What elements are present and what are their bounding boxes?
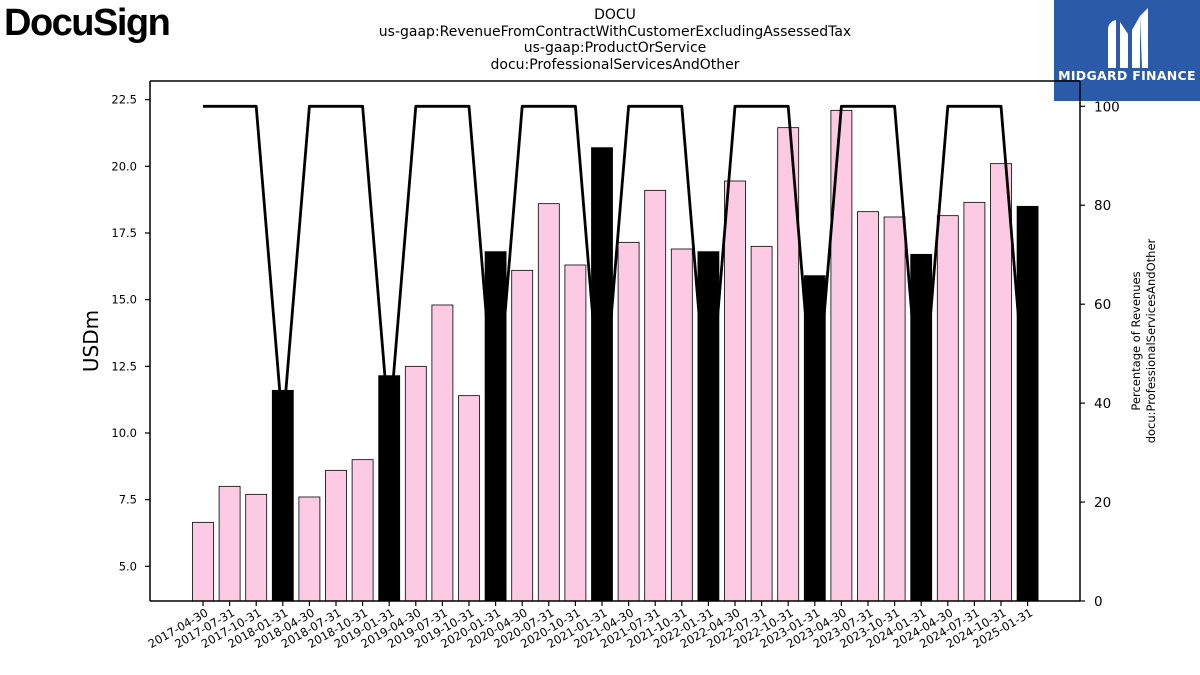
y2-tick-label: 0 xyxy=(1094,594,1103,610)
badge-text: MIDGARD FINANCE xyxy=(1058,68,1196,83)
chart-title-line: DOCU xyxy=(594,7,636,23)
bar xyxy=(537,203,560,602)
bar xyxy=(351,459,374,602)
bar xyxy=(245,493,268,602)
bar xyxy=(298,496,321,602)
chart-title-line: docu:ProfessionalServicesAndOther xyxy=(490,56,740,73)
y-axis-left: 5.0 7.5 10.0 12.5 15.0 17.5 20.0 22.5 xyxy=(111,93,150,573)
y2-axis-label: docu:ProfessionalServicesAndOther xyxy=(1144,238,1158,443)
y-tick-label: 5.0 xyxy=(119,559,137,573)
y2-tick-label: 80 xyxy=(1094,198,1111,214)
y2-tick-label: 60 xyxy=(1094,297,1111,313)
y-tick-label: 15.0 xyxy=(111,293,137,307)
y2-axis-label: Percentage of Revenues xyxy=(1129,271,1143,410)
bar xyxy=(591,147,613,602)
docusign-logo: DocuSign xyxy=(4,2,171,44)
midgard-finance-badge: MIDGARD FINANCE xyxy=(1054,0,1200,101)
chart-title: DOCU us-gaap:RevenueFromContractWithCust… xyxy=(300,7,930,73)
y-tick-label: 7.5 xyxy=(119,493,137,507)
bar xyxy=(192,521,214,602)
y-tick-label: 10.0 xyxy=(111,426,137,440)
bar xyxy=(963,201,986,602)
percentage-line xyxy=(203,104,1029,430)
y2-tick-label: 40 xyxy=(1094,396,1111,412)
bar xyxy=(404,365,427,602)
bar xyxy=(857,211,879,602)
y-axis-right: 0 20 40 60 80 100 xyxy=(1080,99,1120,610)
bar xyxy=(218,485,241,602)
y-tick-label: 22.5 xyxy=(111,93,137,107)
bar xyxy=(644,189,667,602)
bar xyxy=(724,180,746,602)
y2-tick-label: 20 xyxy=(1094,495,1111,511)
bar xyxy=(378,375,401,602)
y-tick-label: 20.0 xyxy=(111,159,137,173)
bar xyxy=(936,215,959,602)
bar xyxy=(750,245,773,602)
bar xyxy=(458,395,480,602)
y-tick-label: 17.5 xyxy=(111,226,137,240)
bar xyxy=(1016,205,1039,602)
y-axis-label: USDm xyxy=(79,310,103,372)
y-tick-label: 12.5 xyxy=(111,359,137,373)
x-axis: 2017-04-302017-07-312017-10-312018-01-31… xyxy=(146,601,1035,651)
bar xyxy=(617,241,640,602)
midgard-logo-icon xyxy=(1108,8,1148,68)
bars-group xyxy=(192,109,1039,602)
chart-title-line: us-gaap:RevenueFromContractWithCustomerE… xyxy=(378,23,852,40)
bar xyxy=(670,248,693,602)
bar xyxy=(990,163,1012,602)
y2-tick-label: 100 xyxy=(1094,99,1120,115)
bar xyxy=(431,304,454,602)
bar xyxy=(883,216,906,602)
bar xyxy=(564,264,587,602)
chart-title-line: us-gaap:ProductOrService xyxy=(523,40,707,56)
bar xyxy=(325,469,347,602)
bar xyxy=(511,269,534,602)
